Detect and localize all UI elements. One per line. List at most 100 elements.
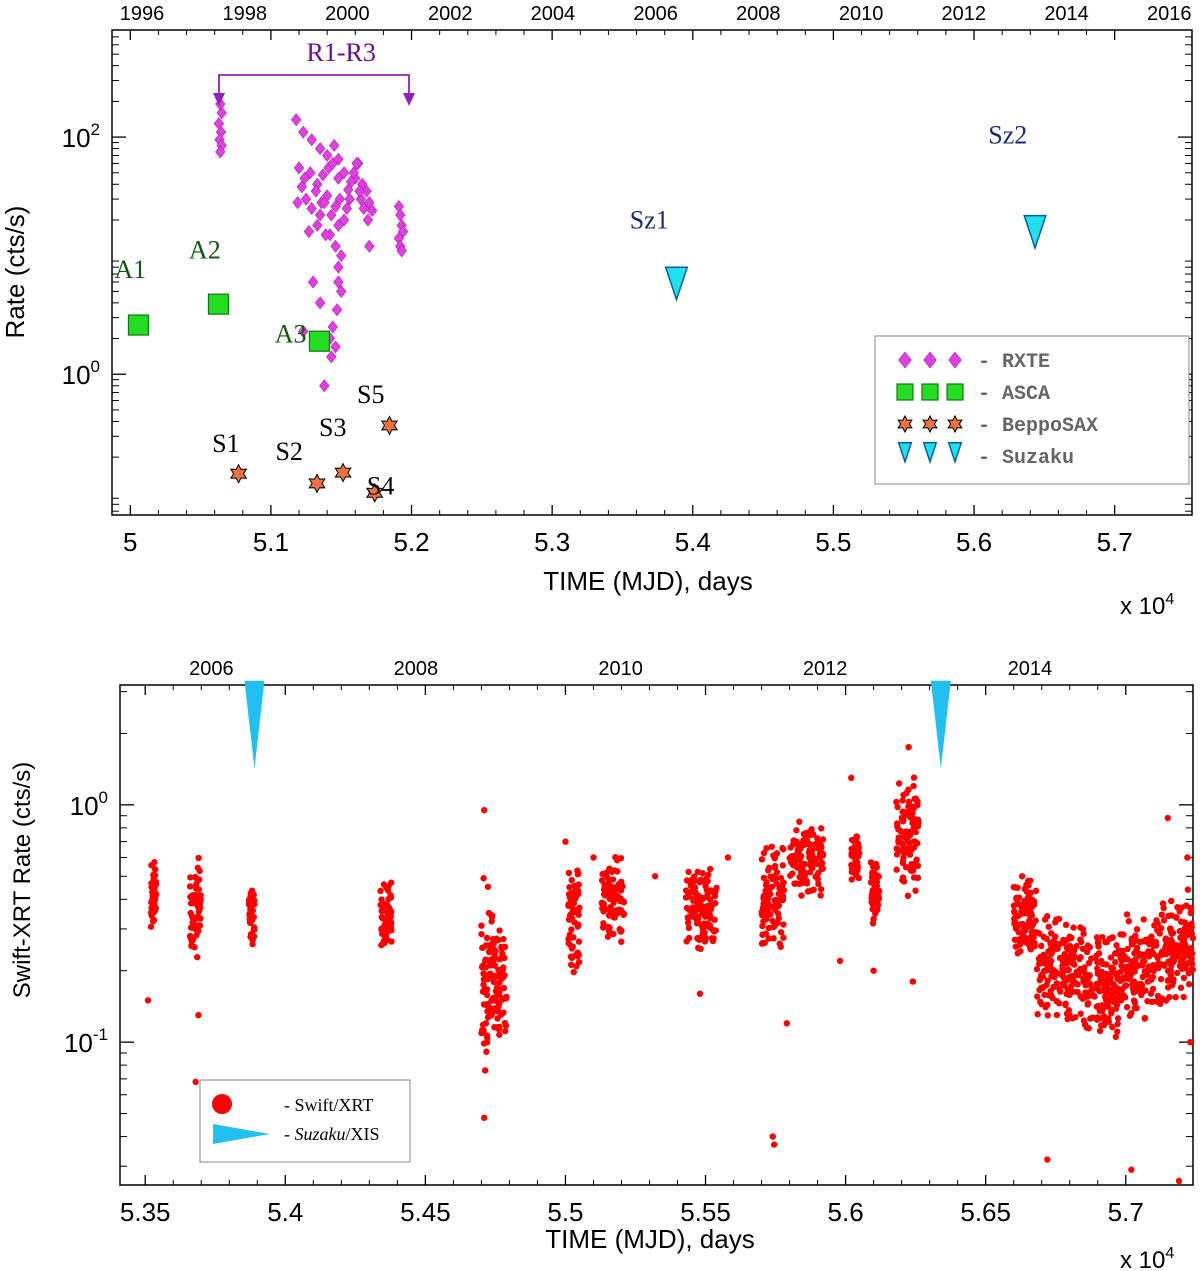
asca-point — [127, 314, 150, 336]
swift-xrt-point — [1128, 937, 1135, 945]
swift-xrt-point — [1070, 947, 1078, 955]
swift-xrt-point — [600, 920, 607, 927]
swift-xrt-point — [480, 875, 487, 882]
swift-xrt-point — [1106, 935, 1113, 942]
swift-xrt-point — [247, 931, 255, 938]
swift-xrt-point — [1160, 961, 1168, 968]
swift-xrt-point — [602, 885, 610, 893]
annotation-s3: S3 — [319, 413, 346, 442]
top-x-axis-label: TIME (MJD), days — [543, 566, 752, 596]
swift-xrt-point — [765, 924, 772, 932]
swift-xrt-point — [500, 972, 508, 980]
swift-xrt-point — [807, 858, 814, 865]
swift-xrt-point — [570, 968, 577, 976]
bepposax-point — [334, 462, 352, 483]
swift-xrt-point — [796, 818, 803, 825]
top-year-label: 2008 — [394, 658, 439, 680]
x-tick-label: 5.5 — [815, 527, 851, 557]
annotation-sz2: Sz2 — [988, 121, 1027, 150]
swift-xrt-point — [1097, 1022, 1105, 1029]
swift-xrt-point — [195, 854, 202, 862]
swift-xrt-point — [1070, 924, 1077, 931]
swift-xrt-point — [893, 851, 901, 858]
annotation-a1: A1 — [114, 255, 146, 284]
annotation-r1-r3: R1-R3 — [307, 38, 376, 67]
swift-xrt-point — [187, 874, 194, 881]
legend-rxte-marker — [923, 351, 937, 369]
top-year-label: 2004 — [531, 3, 576, 25]
swift-xrt-point — [1118, 962, 1125, 969]
y-tick-label: 100 — [62, 357, 100, 390]
swift-xrt-point — [907, 802, 914, 810]
swift-xrt-point — [1093, 934, 1101, 941]
swift-xrt-point — [1109, 1023, 1116, 1031]
swift-xrt-point — [1140, 987, 1147, 995]
top-year-label: 2000 — [325, 3, 370, 25]
swift-xrt-point — [1064, 945, 1071, 953]
swift-xrt-point — [774, 919, 781, 927]
swift-xrt-point — [194, 864, 201, 871]
swift-xrt-point — [611, 914, 618, 921]
swift-xrt-point — [1125, 918, 1132, 925]
swift-xrt-point — [1099, 933, 1106, 941]
swift-xrt-point — [1181, 919, 1189, 926]
swift-xrt-point — [872, 888, 879, 896]
swift-xrt-point — [1123, 911, 1131, 918]
swift-xrt-point — [1136, 962, 1143, 969]
swift-xrt-point — [779, 895, 787, 902]
rxte-point — [292, 196, 303, 210]
swift-xrt-point — [795, 849, 802, 856]
swift-xrt-point — [869, 863, 877, 870]
swift-xrt-point — [1111, 950, 1119, 957]
swift-xrt-point — [1014, 950, 1021, 957]
swift-xrt-point — [702, 907, 709, 915]
swift-xrt-point — [1180, 974, 1188, 982]
swift-xrt-point — [1152, 938, 1160, 946]
legend-asca-marker — [946, 383, 964, 401]
x-tick-label: 5.45 — [400, 1197, 451, 1227]
swift-xrt-point — [1094, 965, 1101, 972]
swift-xrt-point — [574, 953, 581, 960]
swift-xrt-point — [1029, 940, 1036, 947]
swift-xrt-point — [1093, 980, 1101, 988]
swift-xrt-point — [1044, 1156, 1051, 1163]
rxte-point — [296, 180, 308, 194]
swift-xrt-point — [481, 1067, 489, 1074]
swift-xrt-point — [1064, 1015, 1071, 1023]
swift-xrt-point — [186, 883, 194, 890]
swift-xrt-point — [1021, 934, 1028, 941]
swift-xrt-point — [696, 990, 704, 997]
swift-xrt-point — [760, 849, 768, 857]
swift-xrt-point — [817, 892, 824, 899]
swift-xrt-point — [188, 942, 195, 950]
rxte-point — [336, 249, 347, 263]
swift-xrt-point — [682, 894, 690, 901]
suzaku-point — [664, 266, 689, 303]
swift-xrt-point — [565, 916, 573, 923]
swift-xrt-point — [1082, 980, 1090, 988]
swift-xrt-point — [910, 774, 918, 781]
swift-xrt-point — [908, 845, 916, 853]
swift-xrt-point — [773, 850, 781, 857]
rxte-point — [293, 161, 305, 175]
swift-xrt-point — [1108, 964, 1115, 971]
swift-xrt-point — [1164, 814, 1171, 822]
swift-xrt-point — [1103, 988, 1110, 996]
swift-xrt-point — [1117, 997, 1125, 1004]
swift-xrt-point — [849, 865, 856, 873]
rxte-point — [348, 166, 360, 180]
rxte-point — [215, 145, 226, 159]
legend-suzaku-marker — [947, 442, 963, 465]
swift-xrt-point — [1045, 955, 1053, 963]
rxte-point — [314, 296, 326, 310]
swift-xrt-point — [1169, 979, 1177, 986]
swift-xrt-point — [568, 890, 575, 898]
swift-xrt-point — [485, 948, 493, 956]
swift-xrt-point — [1113, 942, 1120, 949]
x-tick-label: 5.3 — [534, 527, 570, 557]
swift-xrt-point — [500, 935, 507, 943]
swift-xrt-point — [799, 877, 806, 884]
swift-xrt-point — [1053, 997, 1060, 1005]
swift-xrt-point — [1140, 916, 1147, 923]
swift-xrt-point — [894, 823, 901, 830]
